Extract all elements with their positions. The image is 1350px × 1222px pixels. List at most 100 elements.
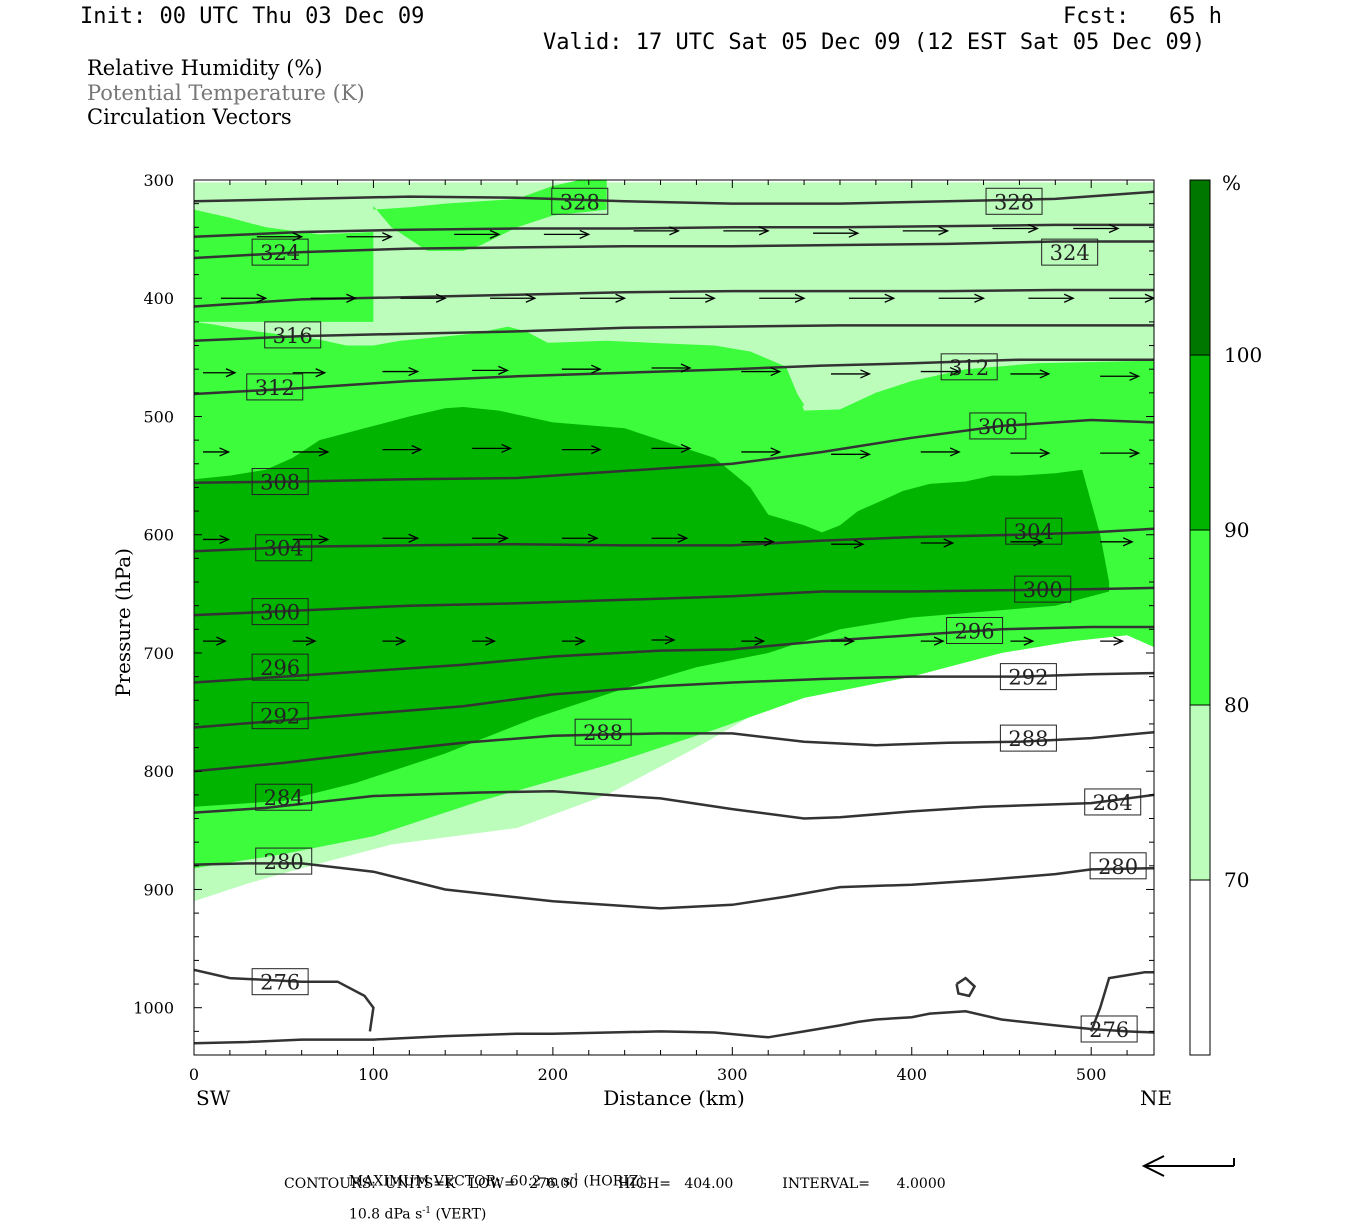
max-vector-vert-exp: -1 — [422, 1205, 432, 1216]
y-tick-label: 800 — [143, 762, 174, 781]
contour-label-box — [969, 412, 1027, 440]
circulation-vector — [202, 447, 231, 457]
theta-contour-328 — [194, 190, 1154, 205]
circulation-vector — [1010, 448, 1051, 458]
vector-head — [615, 293, 627, 303]
colorbar-segment — [1190, 880, 1210, 1055]
y-tick-label: 1000 — [133, 999, 174, 1018]
circulation-vector — [938, 293, 986, 303]
contour-label: 280 — [1098, 855, 1138, 879]
circulation-vector — [920, 366, 961, 377]
contour-label: 324 — [1050, 241, 1090, 265]
vector-head — [590, 364, 602, 374]
contour-label: 324 — [260, 241, 300, 265]
vector-head — [1129, 371, 1141, 381]
circulation-vectors — [202, 223, 1154, 646]
x-tick-label: 0 — [189, 1065, 199, 1084]
contour-label-box — [264, 321, 322, 349]
vector-head — [587, 533, 599, 543]
circulation-vector — [400, 293, 447, 303]
y-tick-label: 500 — [143, 407, 174, 426]
circulation-vector — [561, 533, 599, 543]
vector-head — [501, 443, 513, 454]
colorbar-unit: % — [1222, 171, 1241, 195]
circulation-vector — [382, 636, 407, 646]
theta-contour-288 — [194, 730, 1154, 773]
circulation-vector — [831, 449, 872, 459]
circulation-vector — [651, 635, 676, 645]
contour-label: 300 — [260, 601, 300, 625]
vector-head — [705, 293, 716, 303]
vector-head — [664, 635, 676, 645]
vector-head — [844, 636, 856, 646]
y-tick-label: 900 — [143, 880, 174, 899]
contour-label: 308 — [260, 471, 300, 495]
circulation-vector — [1100, 537, 1134, 547]
vector-head — [758, 226, 770, 236]
circulation-vector — [741, 537, 775, 547]
circulation-vector — [920, 447, 961, 457]
theta-contour-324 — [194, 223, 1154, 239]
contour-label-box — [574, 718, 632, 746]
contour-label-box — [255, 534, 313, 562]
contour-label-box — [1041, 238, 1099, 266]
contour-label-box — [1089, 852, 1147, 880]
vector-head — [305, 636, 317, 646]
y-tick-label: 400 — [143, 289, 174, 308]
vector-head — [318, 447, 330, 457]
vector-head — [219, 534, 231, 545]
vector-head — [680, 443, 692, 454]
vector-head — [590, 445, 602, 455]
contours-info: CONTOURS: UNITS=K LOW= 276.00 HIGH= 404.… — [284, 1176, 946, 1192]
max-vector-horiz: MAXIMUM VECTOR: 60.2 m s — [348, 1173, 571, 1190]
colorbar-frame — [1189, 179, 1211, 1056]
max-vector-horiz-unit: (HORIZ) — [579, 1173, 644, 1190]
circulation-vector — [382, 366, 420, 377]
vector-head — [860, 449, 872, 459]
contour-label-box — [255, 783, 313, 811]
max-vector-horiz-exp: -1 — [570, 1173, 580, 1183]
vector-head — [216, 636, 227, 646]
vector-head — [943, 538, 955, 548]
contour-label: 276 — [260, 971, 300, 995]
rh-region-90 — [194, 407, 1110, 807]
circulation-vector — [454, 229, 501, 239]
contour-label-box — [999, 663, 1057, 691]
circulation-vector — [202, 534, 231, 545]
contour-label: 280 — [264, 850, 304, 874]
vector-head — [395, 636, 407, 646]
contour-label-box — [1084, 788, 1142, 816]
circulation-vector — [759, 293, 806, 303]
vector-head — [382, 232, 393, 242]
vector-head — [574, 636, 586, 646]
circulation-vector — [848, 293, 896, 303]
circulation-vector — [831, 636, 856, 646]
contour-label: 296 — [260, 656, 300, 680]
legend-potential-temperature: Potential Temperature (K) — [87, 81, 365, 105]
circulation-vector — [1010, 369, 1051, 379]
circulation-vector — [1100, 636, 1125, 646]
vector-head — [680, 363, 692, 373]
circulation-vector — [472, 533, 509, 543]
contour-label: 312 — [255, 376, 295, 400]
y-tick-label: 700 — [143, 644, 174, 663]
circulation-vector — [561, 445, 602, 455]
contour-label-box — [940, 353, 998, 381]
vector-head — [225, 368, 237, 378]
max-vector-vert: 10.8 dPa s — [348, 1206, 423, 1222]
vector-head — [884, 293, 896, 303]
contour-label-box — [246, 373, 304, 401]
circulation-vector — [561, 364, 602, 374]
contour-label-box — [1014, 575, 1072, 603]
x-end-left-label: SW — [196, 1086, 231, 1110]
vector-head — [411, 445, 423, 455]
rh-region-80 — [194, 321, 805, 417]
circulation-vector — [651, 533, 689, 543]
circulation-vector — [472, 443, 513, 454]
vector-head — [498, 365, 509, 375]
contour-label: 276 — [1089, 1018, 1129, 1042]
colorbar-label: 90 — [1224, 518, 1249, 542]
vector-head — [1039, 369, 1051, 379]
theta-contour-276 — [194, 1010, 1154, 1045]
circulation-vector — [651, 363, 692, 373]
